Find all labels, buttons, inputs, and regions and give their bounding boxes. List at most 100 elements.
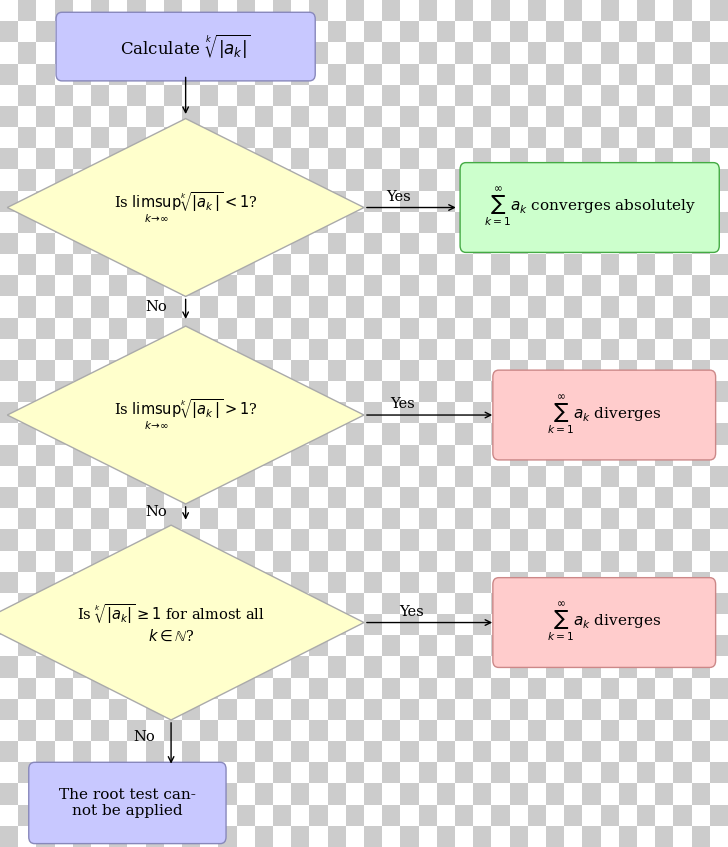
Bar	[328, 318, 346, 339]
Bar	[218, 42, 237, 64]
Bar	[382, 424, 400, 445]
Bar	[218, 148, 237, 169]
Bar	[200, 233, 218, 254]
Bar	[601, 275, 619, 296]
Bar	[237, 762, 255, 783]
Bar	[36, 424, 55, 445]
Bar	[346, 805, 364, 826]
Bar	[164, 508, 182, 529]
Bar	[528, 339, 546, 360]
Bar	[346, 85, 364, 106]
Bar	[55, 339, 73, 360]
Bar	[146, 551, 164, 572]
Bar	[382, 551, 400, 572]
Bar	[419, 741, 437, 762]
Bar	[273, 762, 291, 783]
Bar	[473, 360, 491, 381]
Bar	[546, 699, 564, 720]
Bar	[419, 487, 437, 508]
Bar	[109, 762, 127, 783]
Bar	[309, 148, 328, 169]
Bar	[346, 445, 364, 466]
Bar	[218, 381, 237, 402]
Bar	[419, 106, 437, 127]
Bar	[619, 275, 637, 296]
Bar	[491, 572, 510, 593]
Bar	[582, 805, 601, 826]
Bar	[255, 720, 273, 741]
Bar	[473, 635, 491, 656]
Bar	[382, 0, 400, 21]
Bar	[91, 466, 109, 487]
Bar	[291, 106, 309, 127]
Bar	[200, 0, 218, 21]
Bar	[146, 169, 164, 191]
Bar	[91, 720, 109, 741]
Bar	[218, 508, 237, 529]
Bar	[546, 402, 564, 424]
Bar	[164, 572, 182, 593]
Bar	[655, 508, 673, 529]
Bar	[455, 64, 473, 85]
Bar	[564, 42, 582, 64]
Bar	[18, 741, 36, 762]
Bar	[309, 339, 328, 360]
Bar	[55, 381, 73, 402]
Bar	[36, 466, 55, 487]
Bar	[255, 762, 273, 783]
Bar	[419, 572, 437, 593]
Bar	[0, 339, 18, 360]
Bar	[0, 508, 18, 529]
Bar	[164, 678, 182, 699]
Text: No: No	[146, 505, 167, 518]
Bar	[36, 254, 55, 275]
Bar	[419, 169, 437, 191]
Bar	[546, 572, 564, 593]
Bar	[218, 191, 237, 212]
Bar	[55, 741, 73, 762]
Bar	[528, 699, 546, 720]
Bar	[455, 296, 473, 318]
Bar	[109, 529, 127, 551]
Bar	[692, 42, 710, 64]
Bar	[710, 360, 728, 381]
Bar	[510, 21, 528, 42]
Bar	[364, 445, 382, 466]
Bar	[382, 508, 400, 529]
Bar	[255, 826, 273, 847]
Bar	[291, 169, 309, 191]
Bar	[619, 445, 637, 466]
Bar	[673, 783, 692, 805]
Bar	[182, 593, 200, 614]
Bar	[619, 551, 637, 572]
Bar	[73, 233, 91, 254]
Bar	[491, 635, 510, 656]
Bar	[291, 529, 309, 551]
Bar	[564, 614, 582, 635]
Bar	[237, 233, 255, 254]
Bar	[655, 106, 673, 127]
Bar	[692, 339, 710, 360]
Bar	[309, 656, 328, 678]
Bar	[582, 169, 601, 191]
Bar	[619, 339, 637, 360]
Bar	[346, 0, 364, 21]
Bar	[455, 254, 473, 275]
Bar	[0, 0, 18, 21]
Bar	[437, 424, 455, 445]
Bar	[619, 85, 637, 106]
Bar	[528, 783, 546, 805]
Bar	[637, 0, 655, 21]
Bar	[491, 212, 510, 233]
Bar	[692, 741, 710, 762]
Bar	[673, 572, 692, 593]
Bar	[619, 169, 637, 191]
Bar	[491, 720, 510, 741]
Bar	[309, 212, 328, 233]
Bar	[473, 783, 491, 805]
Bar	[182, 720, 200, 741]
Bar	[109, 360, 127, 381]
Bar	[237, 402, 255, 424]
Bar	[255, 169, 273, 191]
Bar	[273, 593, 291, 614]
